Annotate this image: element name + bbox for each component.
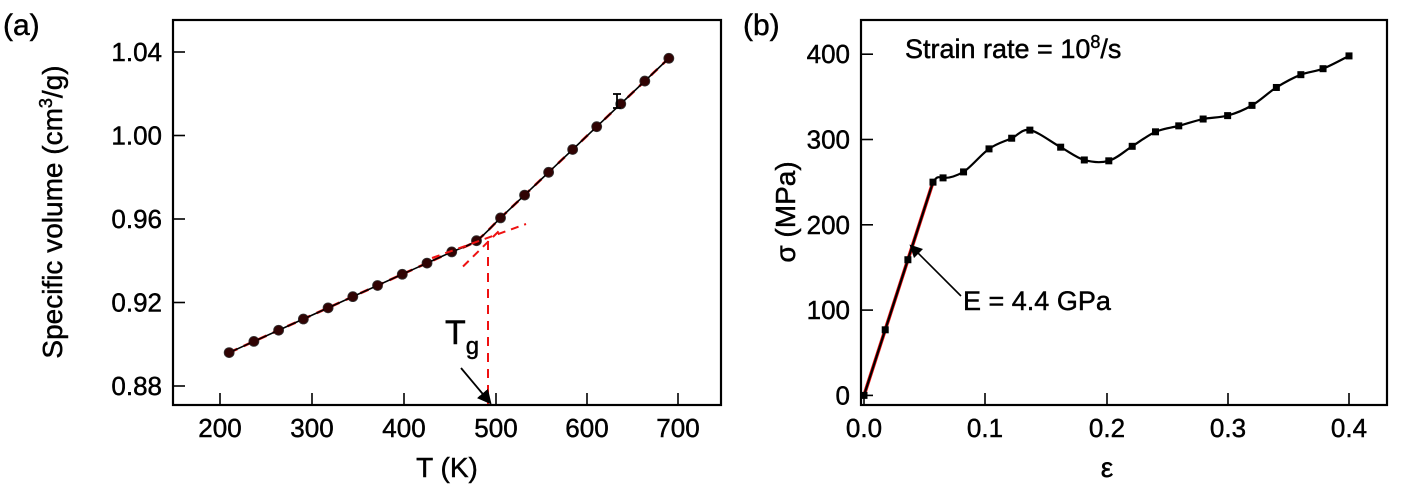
- svg-text:400: 400: [807, 39, 850, 69]
- svg-text:E = 4.4 GPa: E = 4.4 GPa: [963, 286, 1112, 316]
- svg-text:400: 400: [382, 413, 425, 443]
- svg-text:200: 200: [807, 210, 850, 240]
- svg-text:200: 200: [198, 413, 241, 443]
- svg-text:0.96: 0.96: [111, 204, 162, 234]
- svg-text:0.1: 0.1: [967, 413, 1003, 443]
- svg-text:0.3: 0.3: [1210, 413, 1246, 443]
- svg-text:100: 100: [807, 295, 850, 325]
- svg-text:0.0: 0.0: [846, 413, 882, 443]
- svg-text:1.00: 1.00: [111, 121, 162, 151]
- svg-text:500: 500: [474, 413, 517, 443]
- svg-text:0: 0: [836, 380, 850, 410]
- svg-text:300: 300: [807, 125, 850, 155]
- svg-text:0.2: 0.2: [1089, 413, 1125, 443]
- svg-text:300: 300: [290, 413, 333, 443]
- svg-text:0.88: 0.88: [111, 371, 162, 401]
- svg-text:0.92: 0.92: [111, 288, 162, 318]
- svg-text:ε: ε: [1101, 452, 1113, 483]
- svg-text:T (K): T (K): [416, 452, 478, 483]
- svg-text:(a): (a): [3, 9, 40, 42]
- svg-text:600: 600: [565, 413, 608, 443]
- svg-text:Strain rate = 108/s: Strain rate = 108/s: [905, 32, 1121, 64]
- svg-text:(b): (b): [743, 9, 780, 42]
- svg-text:1.04: 1.04: [111, 37, 162, 67]
- svg-text:0.4: 0.4: [1331, 413, 1367, 443]
- svg-text:700: 700: [656, 413, 699, 443]
- svg-text:Specific volume (cm3/g): Specific volume (cm3/g): [36, 65, 68, 358]
- svg-text:σ (MPa): σ (MPa): [770, 161, 801, 262]
